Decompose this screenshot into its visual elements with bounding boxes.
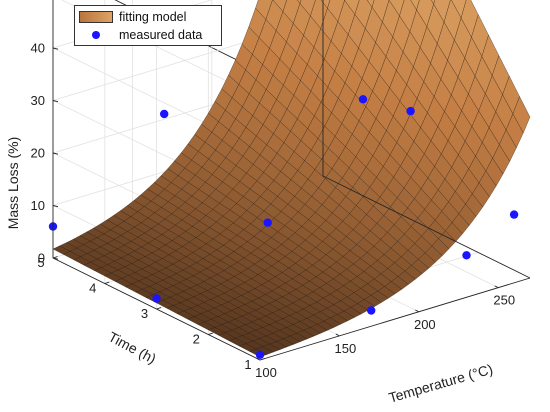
x-tick <box>335 333 340 337</box>
z-tick-label: 20 <box>31 146 45 161</box>
y-tick-label: 5 <box>37 255 44 270</box>
y-axis-label: Time (h) <box>106 328 159 366</box>
z-tick <box>52 152 59 155</box>
z-tick-label: 0 <box>38 251 45 266</box>
x-axis-line <box>259 277 531 361</box>
legend-label-measured-data: measured data <box>119 28 203 42</box>
measured-point <box>462 251 471 260</box>
x-axis-label: Temperature (°C) <box>387 361 495 406</box>
measured-point <box>509 210 519 219</box>
legend: fitting model measured data <box>74 5 222 46</box>
y-tick-label: 4 <box>89 281 96 296</box>
measured-point <box>367 306 376 315</box>
y-tick <box>52 256 58 259</box>
measured-point <box>160 109 169 119</box>
front-box-edges <box>52 0 531 361</box>
z-tick-label: 30 <box>31 93 45 108</box>
x-tick-label: 150 <box>335 341 357 356</box>
z-axis-label: Mass Loss (%) <box>5 137 21 230</box>
x-tick-label: 100 <box>255 365 277 380</box>
measured-point <box>406 106 415 116</box>
measured-point <box>255 350 265 359</box>
surface-facet <box>344 0 360 15</box>
x-tick-label: 200 <box>414 317 436 332</box>
legend-entry-measured-data: measured data <box>79 26 202 44</box>
z-tick <box>52 47 59 50</box>
box-right-floor-edge <box>322 175 531 279</box>
y-tick <box>156 307 162 310</box>
y-tick-label: 3 <box>141 306 148 321</box>
measured-point <box>263 218 272 227</box>
z-tick <box>52 100 59 103</box>
dot-marker-icon <box>92 31 100 39</box>
surface-facet <box>366 0 375 8</box>
y-tick <box>208 332 213 335</box>
y-tick <box>104 281 110 284</box>
z-tick-label: 40 <box>31 41 45 56</box>
legend-label-fitting-model: fitting model <box>119 10 187 24</box>
y-tick <box>259 358 265 361</box>
legend-entry-fitting-model: fitting model <box>79 8 186 26</box>
surface-facet <box>272 0 287 12</box>
z-tick-label: 10 <box>31 198 45 213</box>
x-tick-label: 250 <box>493 293 515 308</box>
z-gridline <box>61 0 261 98</box>
surface-facet <box>512 96 531 134</box>
measured-point <box>152 294 161 303</box>
measured-points <box>48 95 519 359</box>
x-tick <box>256 357 261 361</box>
measured-point <box>358 95 368 104</box>
tick-labels: 0 10 20 30 40 50 100 150 200 250 1 2 3 4 5 <box>31 0 516 380</box>
x-tick <box>494 285 499 289</box>
fitting-surface <box>52 0 531 358</box>
y-tick-label: 1 <box>244 357 251 372</box>
x-tick <box>415 309 420 313</box>
y-tick-label: 2 <box>193 332 200 347</box>
surface-swatch-icon <box>79 11 113 23</box>
z-tick-label: 50 <box>31 0 45 3</box>
z-tick <box>52 205 59 208</box>
